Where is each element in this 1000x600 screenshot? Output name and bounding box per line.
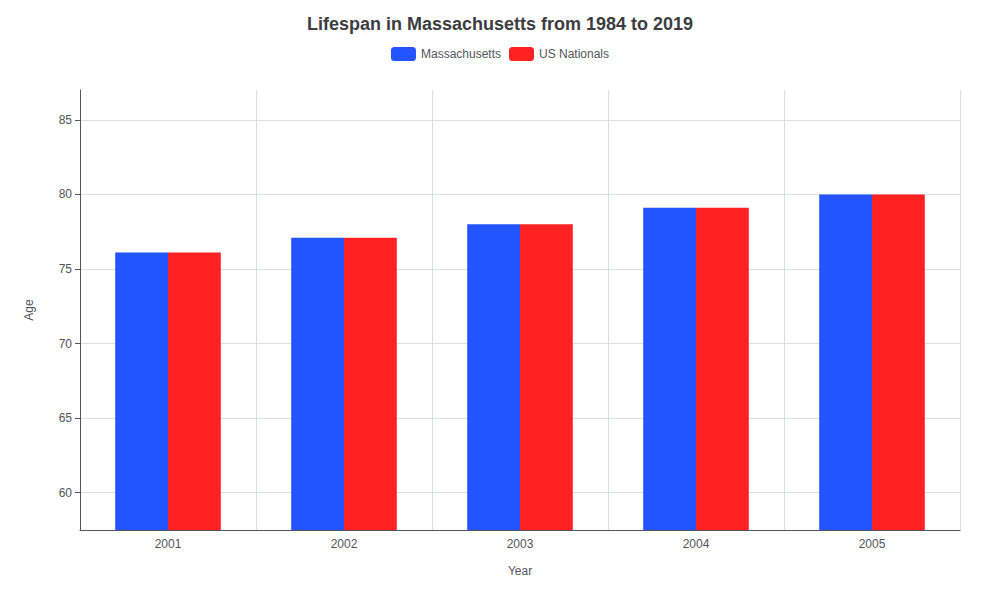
svg-text:65: 65: [59, 411, 73, 425]
svg-text:2004: 2004: [683, 537, 710, 551]
svg-text:Year: Year: [508, 564, 532, 578]
svg-text:Massachusetts: Massachusetts: [421, 47, 501, 61]
svg-text:2002: 2002: [331, 537, 358, 551]
svg-text:85: 85: [59, 113, 73, 127]
svg-text:80: 80: [59, 187, 73, 201]
svg-text:75: 75: [59, 262, 73, 276]
svg-text:2001: 2001: [155, 537, 182, 551]
svg-text:70: 70: [59, 337, 73, 351]
svg-text:Lifespan in Massachusetts from: Lifespan in Massachusetts from 1984 to 2…: [307, 14, 693, 34]
svg-text:2003: 2003: [507, 537, 534, 551]
svg-text:Age: Age: [22, 299, 36, 321]
svg-text:60: 60: [59, 486, 73, 500]
svg-text:US Nationals: US Nationals: [539, 47, 609, 61]
svg-text:2005: 2005: [859, 537, 886, 551]
